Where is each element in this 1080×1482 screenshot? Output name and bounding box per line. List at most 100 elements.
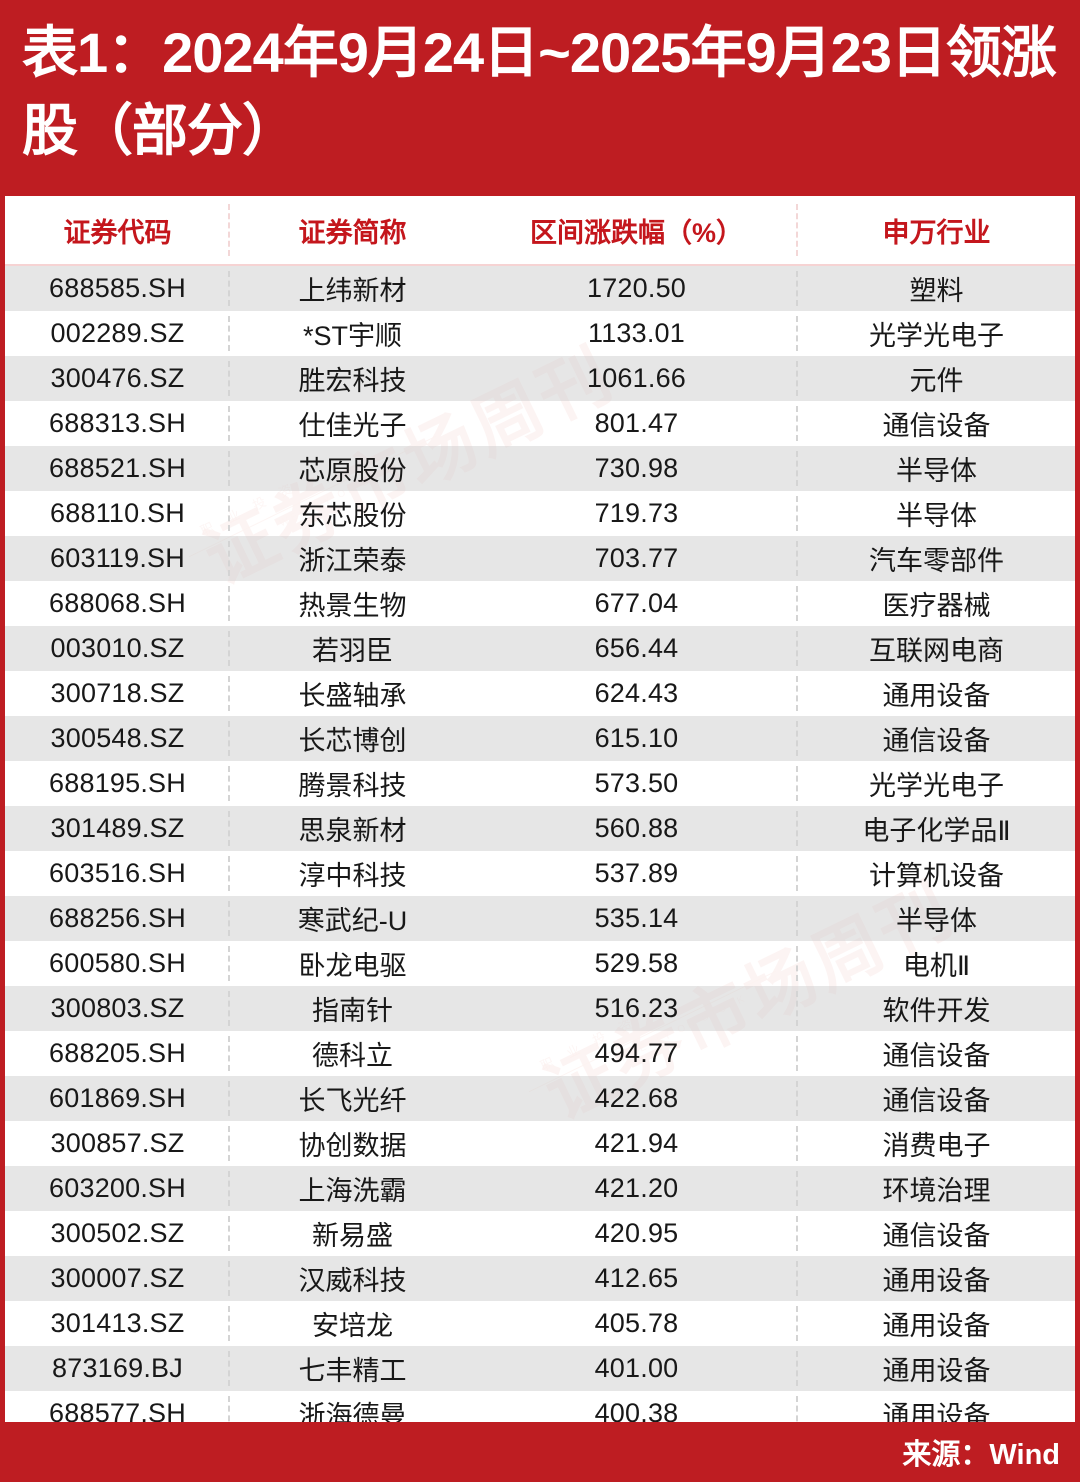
cell-security-code: 688585.SH xyxy=(5,265,230,311)
cell-sw-industry: 消费电子 xyxy=(798,1121,1075,1166)
cell-security-name: 胜宏科技 xyxy=(230,356,475,401)
table-body: 688585.SH 上纬新材 1720.50 塑料 002289.SZ *ST宇顺 1133… xyxy=(5,265,1075,1422)
cell-security-name: 协创数据 xyxy=(230,1121,475,1166)
column-header-change: 区间涨跌幅（%） xyxy=(475,196,798,266)
table-row: 301489.SZ 思泉新材 560.88 电子化学品Ⅱ xyxy=(5,806,1075,851)
cell-security-name: 安培龙 xyxy=(230,1301,475,1346)
cell-sw-industry: 电机Ⅱ xyxy=(798,941,1075,986)
figure-title-banner: 表1：2024年9月24日~2025年9月23日领涨股（部分） xyxy=(0,0,1080,196)
cell-security-code: 688313.SH xyxy=(5,401,230,446)
cell-range-change: 516.23 xyxy=(475,986,798,1031)
table-row: 300476.SZ 胜宏科技 1061.66 元件 xyxy=(5,356,1075,401)
column-header-name: 证券简称 xyxy=(230,196,475,266)
cell-range-change: 1061.66 xyxy=(475,356,798,401)
cell-range-change: 719.73 xyxy=(475,491,798,536)
cell-sw-industry: 电子化学品Ⅱ xyxy=(798,806,1075,851)
cell-security-code: 688068.SH xyxy=(5,581,230,626)
cell-range-change: 560.88 xyxy=(475,806,798,851)
cell-range-change: 494.77 xyxy=(475,1031,798,1076)
table-row: 300718.SZ 长盛轴承 624.43 通用设备 xyxy=(5,671,1075,716)
table-row: 300502.SZ 新易盛 420.95 通信设备 xyxy=(5,1211,1075,1256)
cell-security-name: 浙海德曼 xyxy=(230,1391,475,1422)
cell-range-change: 401.00 xyxy=(475,1346,798,1391)
cell-range-change: 656.44 xyxy=(475,626,798,671)
leading-stocks-table: 证券代码 证券简称 区间涨跌幅（%） 申万行业 688585.SH 上纬新材 172… xyxy=(5,196,1075,1422)
cell-security-code: 873169.BJ xyxy=(5,1346,230,1391)
cell-security-code: 300803.SZ xyxy=(5,986,230,1031)
table-row: 002289.SZ *ST宇顺 1133.01 光学光电子 xyxy=(5,311,1075,356)
source-label: 来源：Wind xyxy=(902,1439,1060,1471)
table-row: 688313.SH 仕佳光子 801.47 通信设备 xyxy=(5,401,1075,446)
cell-range-change: 400.38 xyxy=(475,1391,798,1422)
cell-security-code: 688195.SH xyxy=(5,761,230,806)
cell-security-name: 思泉新材 xyxy=(230,806,475,851)
table-header: 证券代码 证券简称 区间涨跌幅（%） 申万行业 xyxy=(5,196,1075,266)
cell-security-code: 688205.SH xyxy=(5,1031,230,1076)
cell-security-name: 仕佳光子 xyxy=(230,401,475,446)
cell-range-change: 529.58 xyxy=(475,941,798,986)
cell-security-code: 688521.SH xyxy=(5,446,230,491)
cell-range-change: 677.04 xyxy=(475,581,798,626)
table-row: 688585.SH 上纬新材 1720.50 塑料 xyxy=(5,265,1075,311)
cell-sw-industry: 通信设备 xyxy=(798,401,1075,446)
cell-security-code: 688256.SH xyxy=(5,896,230,941)
cell-sw-industry: 通用设备 xyxy=(798,671,1075,716)
cell-range-change: 801.47 xyxy=(475,401,798,446)
cell-range-change: 412.65 xyxy=(475,1256,798,1301)
cell-sw-industry: 汽车零部件 xyxy=(798,536,1075,581)
table-row: 601869.SH 长飞光纤 422.68 通信设备 xyxy=(5,1076,1075,1121)
cell-security-code: 002289.SZ xyxy=(5,311,230,356)
cell-sw-industry: 光学光电子 xyxy=(798,311,1075,356)
cell-security-name: 七丰精工 xyxy=(230,1346,475,1391)
table-row: 301413.SZ 安培龙 405.78 通用设备 xyxy=(5,1301,1075,1346)
cell-security-name: 上纬新材 xyxy=(230,265,475,311)
cell-security-name: 长芯博创 xyxy=(230,716,475,761)
cell-security-name: 腾景科技 xyxy=(230,761,475,806)
cell-security-code: 600580.SH xyxy=(5,941,230,986)
cell-security-code: 688110.SH xyxy=(5,491,230,536)
cell-sw-industry: 通信设备 xyxy=(798,1076,1075,1121)
cell-security-name: 热景生物 xyxy=(230,581,475,626)
cell-sw-industry: 通信设备 xyxy=(798,1211,1075,1256)
cell-security-code: 300476.SZ xyxy=(5,356,230,401)
page-title: 表1：2024年9月24日~2025年9月23日领涨股（部分） xyxy=(22,21,1057,162)
cell-sw-industry: 通信设备 xyxy=(798,716,1075,761)
cell-sw-industry: 互联网电商 xyxy=(798,626,1075,671)
figure-source-banner: 来源：Wind xyxy=(0,1422,1080,1482)
cell-security-name: 长飞光纤 xyxy=(230,1076,475,1121)
cell-security-code: 300857.SZ xyxy=(5,1121,230,1166)
cell-range-change: 537.89 xyxy=(475,851,798,896)
cell-security-name: 新易盛 xyxy=(230,1211,475,1256)
cell-sw-industry: 通用设备 xyxy=(798,1391,1075,1422)
table-row: 600580.SH 卧龙电驱 529.58 电机Ⅱ xyxy=(5,941,1075,986)
cell-sw-industry: 通信设备 xyxy=(798,1031,1075,1076)
cell-sw-industry: 半导体 xyxy=(798,446,1075,491)
cell-range-change: 421.20 xyxy=(475,1166,798,1211)
cell-security-name: 寒武纪-U xyxy=(230,896,475,941)
cell-security-name: 若羽臣 xyxy=(230,626,475,671)
cell-security-name: 德科立 xyxy=(230,1031,475,1076)
table-row: 688205.SH 德科立 494.77 通信设备 xyxy=(5,1031,1075,1076)
table-container: 证券市场周刊 职业投资 WEEKLY ON STOCK 证券市场周刊 职业投资 … xyxy=(0,196,1080,1422)
column-header-code: 证券代码 xyxy=(5,196,230,266)
cell-sw-industry: 半导体 xyxy=(798,491,1075,536)
cell-security-code: 688577.SH xyxy=(5,1391,230,1422)
cell-security-code: 300548.SZ xyxy=(5,716,230,761)
table-row: 873169.BJ 七丰精工 401.00 通用设备 xyxy=(5,1346,1075,1391)
cell-range-change: 615.10 xyxy=(475,716,798,761)
cell-security-code: 603200.SH xyxy=(5,1166,230,1211)
table-row: 300007.SZ 汉威科技 412.65 通用设备 xyxy=(5,1256,1075,1301)
cell-security-name: 指南针 xyxy=(230,986,475,1031)
cell-sw-industry: 通用设备 xyxy=(798,1256,1075,1301)
cell-sw-industry: 通用设备 xyxy=(798,1346,1075,1391)
table-row: 688110.SH 东芯股份 719.73 半导体 xyxy=(5,491,1075,536)
cell-security-code: 301489.SZ xyxy=(5,806,230,851)
table-header-row: 证券代码 证券简称 区间涨跌幅（%） 申万行业 xyxy=(5,196,1075,266)
table-row: 300857.SZ 协创数据 421.94 消费电子 xyxy=(5,1121,1075,1166)
cell-security-code: 300007.SZ xyxy=(5,1256,230,1301)
column-header-industry: 申万行业 xyxy=(798,196,1075,266)
cell-range-change: 535.14 xyxy=(475,896,798,941)
cell-sw-industry: 元件 xyxy=(798,356,1075,401)
cell-range-change: 624.43 xyxy=(475,671,798,716)
